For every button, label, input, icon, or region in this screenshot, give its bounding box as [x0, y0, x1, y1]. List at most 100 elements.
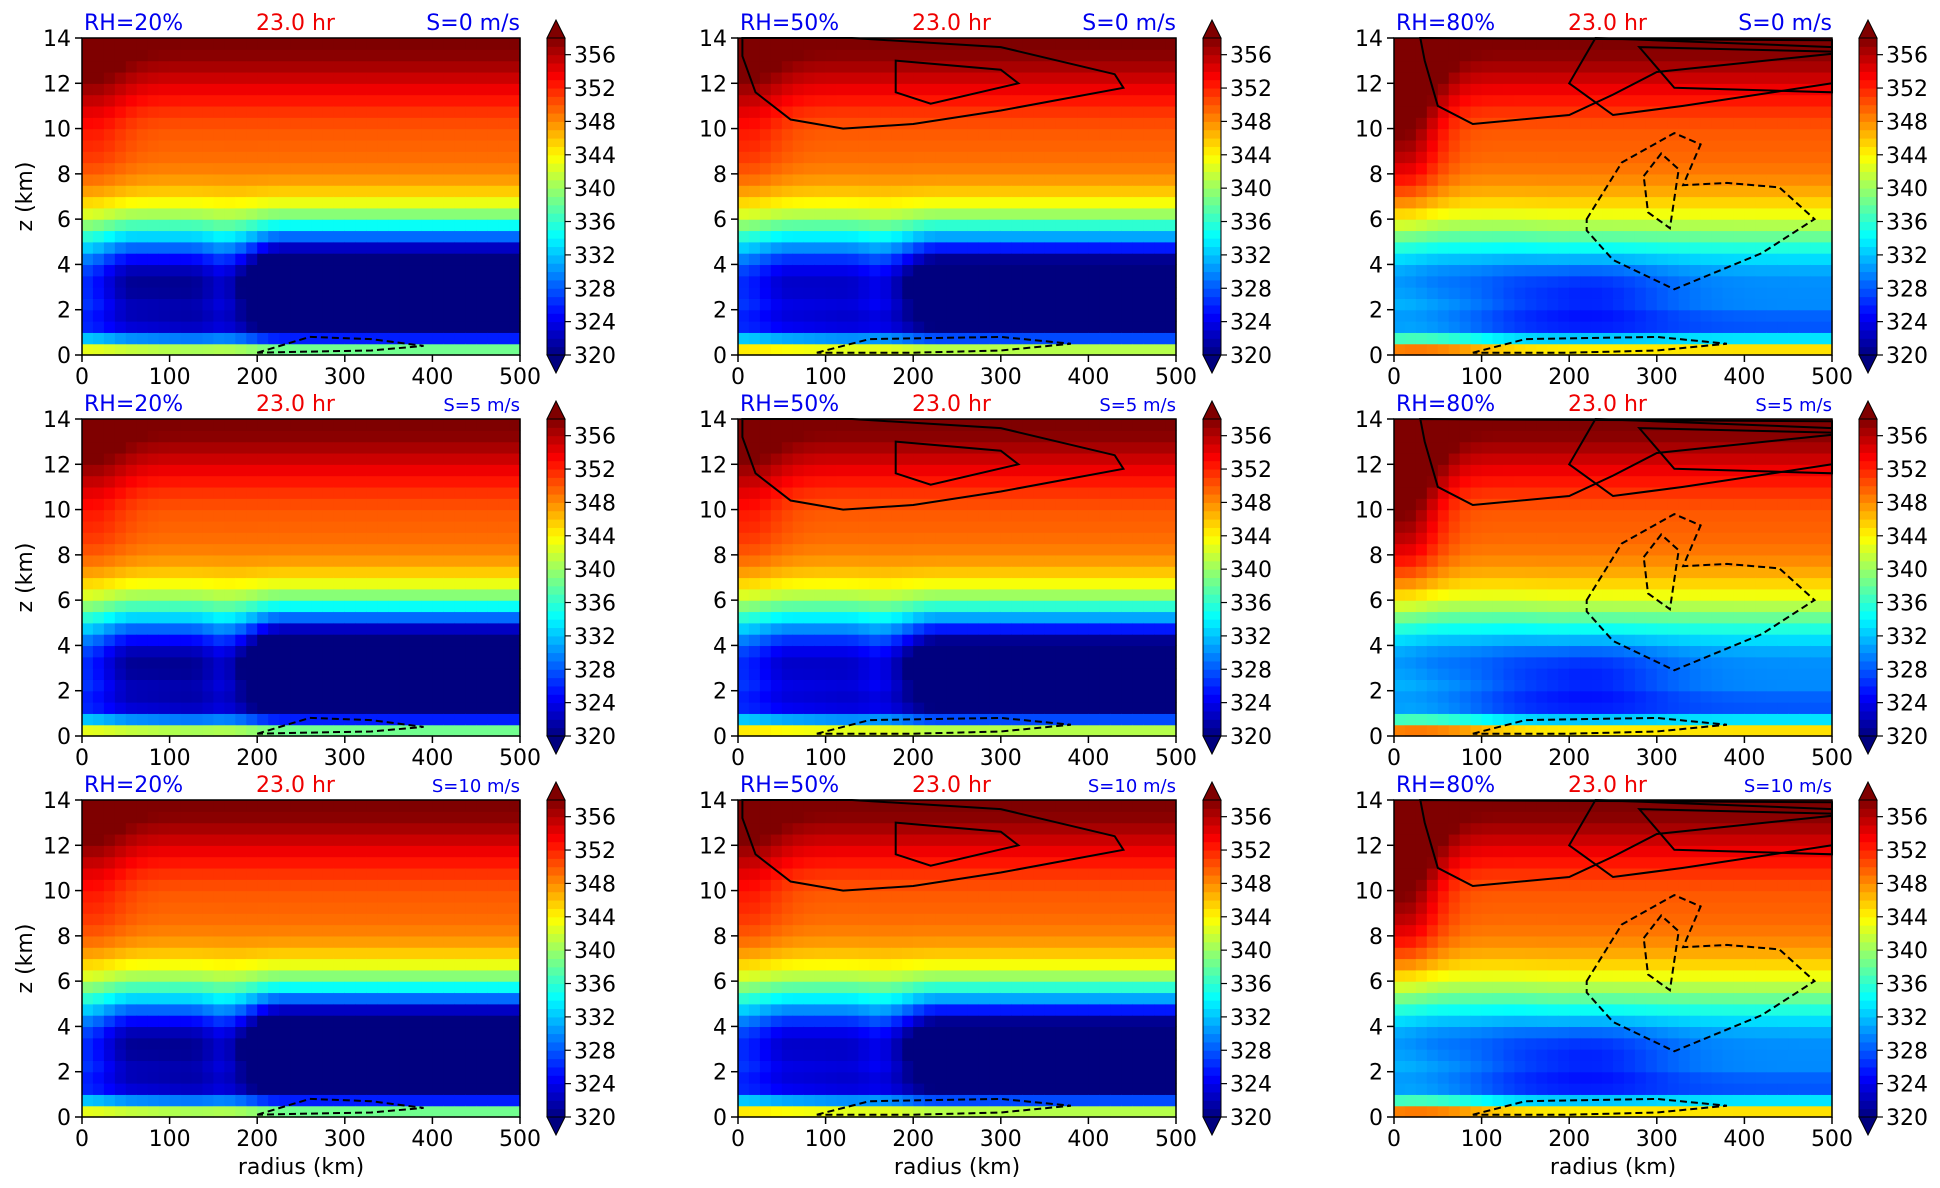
- heatmap-cell: [443, 139, 455, 152]
- heatmap-cell: [246, 332, 258, 345]
- heatmap-cell: [257, 253, 269, 266]
- heatmap-cell: [738, 185, 750, 198]
- heatmap-cell: [344, 241, 357, 254]
- heatmap-cell: [322, 173, 335, 186]
- colorbar-swatch: [547, 502, 565, 512]
- colorbar-swatch: [1203, 63, 1221, 72]
- heatmap-cell: [1744, 117, 1756, 130]
- heatmap-cell: [311, 554, 324, 567]
- heatmap-cell: [1602, 196, 1614, 209]
- y-axis-label: z (km): [13, 543, 38, 613]
- heatmap-cell: [224, 128, 236, 141]
- heatmap-cell: [410, 162, 423, 175]
- heatmap-cell: [1459, 185, 1472, 198]
- heatmap-cell: [1733, 241, 1745, 254]
- heatmap-cell: [246, 554, 258, 567]
- heatmap-cell: [1481, 71, 1494, 84]
- heatmap-cell: [465, 343, 477, 356]
- colorbar-swatch: [1203, 329, 1221, 339]
- heatmap-cell: [1558, 264, 1570, 277]
- heatmap-cell: [891, 241, 903, 254]
- heatmap-cell: [92, 343, 105, 356]
- heatmap-cell: [957, 253, 969, 266]
- heatmap-cell: [1055, 321, 1068, 333]
- heatmap-cell: [432, 207, 444, 220]
- heatmap-cell: [1613, 287, 1625, 299]
- heatmap-cell: [825, 321, 838, 333]
- heatmap-cell: [388, 139, 401, 152]
- y-tick-label: 12: [43, 453, 71, 478]
- heatmap-cell: [1110, 117, 1122, 130]
- heatmap-cell: [454, 60, 466, 73]
- heatmap-cell: [224, 162, 236, 175]
- colorbar-tick-label: 324: [574, 692, 616, 717]
- heatmap-cell: [355, 702, 368, 714]
- heatmap-cell: [443, 441, 455, 454]
- heatmap-cell: [847, 309, 860, 322]
- heatmap-cell: [880, 38, 892, 50]
- heatmap-cell: [279, 702, 291, 714]
- heatmap-cell: [246, 83, 258, 96]
- heatmap-cell: [1165, 94, 1177, 107]
- heatmap-cell: [759, 679, 772, 692]
- heatmap-cell: [1088, 105, 1100, 118]
- heatmap-cell: [235, 452, 247, 465]
- heatmap-cell: [1547, 207, 1559, 220]
- heatmap-cell: [465, 645, 477, 658]
- heatmap-cell: [891, 219, 903, 232]
- heatmap-cell: [410, 679, 423, 692]
- heatmap-cell: [344, 332, 357, 345]
- heatmap-cell: [1132, 219, 1144, 232]
- heatmap-cell: [1121, 49, 1133, 62]
- heatmap-cell: [224, 645, 236, 658]
- heatmap-cell: [1404, 71, 1417, 84]
- heatmap-cell: [465, 185, 477, 198]
- heatmap-cell: [1634, 287, 1647, 299]
- heatmap-cell: [967, 309, 980, 322]
- heatmap-cell: [1689, 207, 1702, 220]
- heatmap-cell: [509, 343, 521, 356]
- colorbar-swatch: [1203, 271, 1221, 281]
- heatmap-cell: [213, 498, 225, 511]
- heatmap-cell: [1044, 151, 1057, 164]
- heatmap-cell: [1132, 321, 1144, 333]
- heatmap-cell: [147, 475, 160, 488]
- heatmap-cell: [136, 343, 149, 356]
- heatmap-cell: [465, 321, 477, 333]
- heatmap-cell: [476, 656, 488, 669]
- heatmap-cell: [235, 702, 247, 714]
- heatmap-cell: [1437, 185, 1450, 198]
- heatmap-cell: [92, 185, 105, 198]
- heatmap-cell: [82, 679, 94, 692]
- heatmap-cell: [290, 219, 302, 232]
- heatmap-cell: [399, 241, 412, 254]
- heatmap-cell: [454, 94, 466, 107]
- heatmap-cell: [1799, 60, 1811, 73]
- heatmap-cell: [224, 611, 236, 624]
- heatmap-cell: [978, 117, 991, 130]
- heatmap-cell: [1481, 298, 1494, 311]
- heatmap-cell: [989, 49, 1002, 62]
- heatmap-cell: [759, 38, 772, 50]
- heatmap-cell: [487, 287, 499, 299]
- heatmap-cell: [738, 117, 750, 130]
- heatmap-cell: [1722, 151, 1735, 164]
- heatmap-cell: [191, 611, 204, 624]
- heatmap-cell: [1077, 321, 1089, 333]
- heatmap-cell: [1000, 162, 1013, 175]
- heatmap-cell: [1613, 309, 1625, 322]
- heatmap-cell: [1788, 94, 1800, 107]
- heatmap-cell: [1404, 105, 1417, 118]
- colorbar-swatch: [1203, 346, 1221, 356]
- heatmap-cell: [279, 343, 291, 356]
- heatmap-cell: [114, 668, 127, 680]
- heatmap-cell: [301, 656, 313, 669]
- heatmap-cell: [301, 264, 313, 277]
- heatmap-cell: [366, 486, 379, 499]
- heatmap-cell: [1711, 309, 1724, 322]
- heatmap-cell: [759, 83, 772, 96]
- heatmap-cell: [136, 264, 149, 277]
- heatmap-cell: [957, 207, 969, 220]
- heatmap-cell: [1394, 332, 1406, 345]
- heatmap-cell: [1634, 151, 1647, 164]
